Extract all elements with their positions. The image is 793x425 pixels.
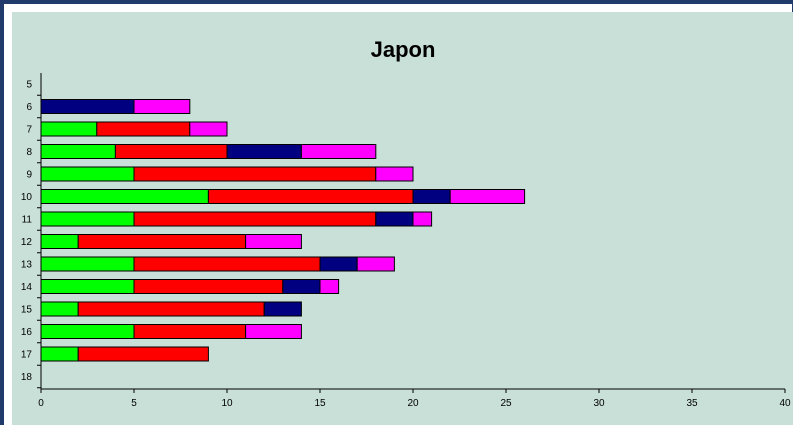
bar-segment-7-2	[96, 121, 191, 137]
bar-segment-8-4	[300, 144, 377, 159]
bar-segment-13-2	[133, 256, 321, 272]
bar-segment-9-2	[133, 166, 377, 182]
y-tick-label: 13	[21, 260, 33, 271]
axes-group: 5 6 7 8 9 10 11 12 13 14 15 16 17 18 0 5 10 15 20 25 30 35 40	[21, 73, 791, 409]
bar-segment-13-4	[356, 256, 395, 272]
chart-title: Japon	[371, 37, 436, 62]
bar-segment-7-4	[189, 121, 228, 137]
y-tick-label: 10	[21, 192, 33, 203]
x-tick-label: 35	[686, 398, 698, 409]
x-tick-label: 5	[131, 398, 137, 409]
bar-segment-16-2	[133, 324, 247, 339]
y-tick-label: 12	[21, 237, 33, 248]
bar-segment-16-4	[245, 324, 302, 339]
y-tick-label: 18	[21, 372, 33, 383]
bar-segment-7-1	[40, 121, 98, 137]
bar-segment-15-3	[263, 301, 302, 317]
bar-segment-14-4	[319, 279, 340, 294]
bar-segment-13-3	[319, 256, 358, 272]
bar-segment-11-3	[375, 211, 414, 227]
y-tick-label: 5	[26, 80, 32, 91]
bar-segment-15-1	[40, 301, 79, 317]
y-tick-label: 15	[21, 305, 33, 316]
bar-segment-17-1	[40, 346, 79, 362]
x-tick-label: 40	[779, 398, 791, 409]
x-tick-label: 10	[221, 398, 233, 409]
bar-segment-6-4	[133, 99, 191, 114]
bar-segment-9-4	[375, 166, 414, 182]
y-tick-label: 17	[21, 350, 33, 361]
bar-segment-12-4	[245, 234, 302, 249]
bar-segment-8-1	[40, 144, 116, 159]
y-tick-label: 14	[21, 282, 33, 293]
bar-segment-8-3	[226, 144, 302, 159]
bar-segment-6-3	[40, 99, 135, 114]
bar-segment-10-2	[207, 189, 414, 204]
bar-segment-17-2	[77, 346, 209, 362]
y-tick-label: 16	[21, 327, 33, 338]
bar-segment-10-3	[412, 189, 451, 204]
x-tick-label: 20	[407, 398, 419, 409]
x-tick-label: 25	[500, 398, 512, 409]
bar-segment-11-2	[133, 211, 377, 227]
bar-segment-16-1	[40, 324, 135, 339]
bar-segment-14-1	[40, 279, 135, 294]
bar-segment-10-1	[40, 189, 209, 204]
y-tick-label: 9	[26, 170, 32, 181]
x-tick-label: 15	[314, 398, 326, 409]
bar-segment-11-4	[412, 211, 433, 227]
bar-segment-15-2	[77, 301, 265, 317]
bars-group	[40, 99, 526, 362]
bar-segment-12-2	[77, 234, 247, 249]
y-tick-label: 6	[26, 102, 32, 113]
y-tick-label: 11	[22, 215, 33, 226]
bar-segment-9-1	[40, 166, 135, 182]
bar-segment-8-2	[114, 144, 228, 159]
y-tick-label: 7	[26, 125, 32, 136]
bar-segment-13-1	[40, 256, 135, 272]
x-tick-label: 0	[38, 398, 44, 409]
y-tick-label: 8	[26, 147, 32, 158]
bar-segment-14-2	[133, 279, 284, 294]
bar-segment-12-1	[40, 234, 79, 249]
bar-segment-11-1	[40, 211, 135, 227]
x-tick-label: 30	[593, 398, 605, 409]
bar-segment-10-4	[449, 189, 526, 204]
bar-segment-14-3	[282, 279, 321, 294]
